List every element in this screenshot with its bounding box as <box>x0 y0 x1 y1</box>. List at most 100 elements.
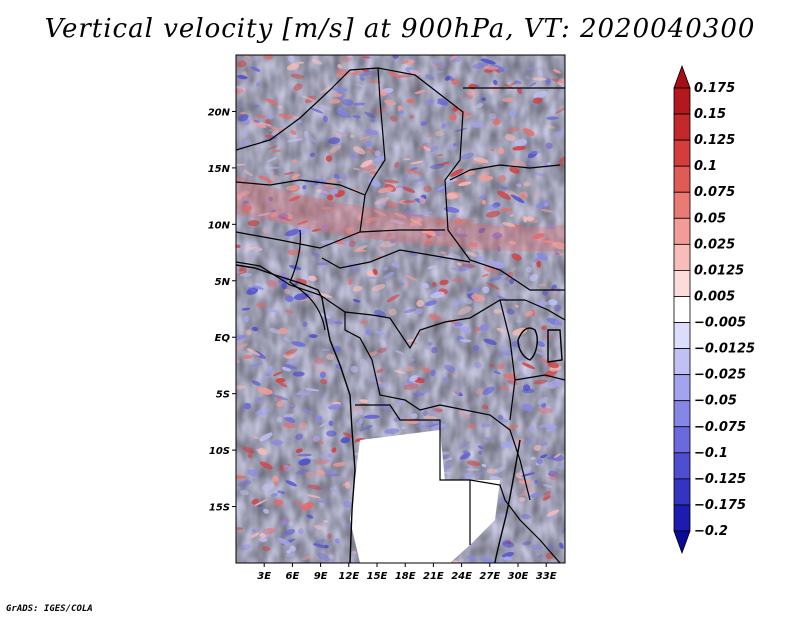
field-speckle <box>285 416 296 424</box>
field-speckle <box>453 179 467 184</box>
field-speckle <box>423 146 432 152</box>
field-speckle <box>404 274 418 281</box>
field-speckle <box>493 79 498 86</box>
field-speckle <box>360 159 373 168</box>
field-speckle <box>268 127 284 132</box>
field-speckle <box>478 450 483 455</box>
lon-tick-label: 12E <box>338 571 359 582</box>
field-speckle <box>358 408 364 416</box>
field-speckle <box>271 130 280 136</box>
field-speckle <box>276 401 285 407</box>
field-speckle <box>454 233 469 238</box>
colorbar-label: 0.175 <box>694 81 735 96</box>
field-speckle <box>524 76 531 80</box>
field-speckle <box>236 60 247 68</box>
field-speckle <box>446 319 458 324</box>
field-speckle <box>270 211 278 218</box>
field-speckle <box>512 267 517 271</box>
field-speckle <box>545 142 553 149</box>
colorbar-label: 0.125 <box>694 133 735 148</box>
field-speckle <box>238 267 247 275</box>
field-speckle <box>242 354 253 360</box>
field-speckle <box>370 118 376 123</box>
plot-title: Vertical velocity [m/s] at 900hPa, VT: 2… <box>44 14 756 44</box>
field-speckle <box>527 101 538 106</box>
field-speckle <box>351 550 357 555</box>
field-speckle <box>273 175 279 181</box>
field-speckle <box>536 252 548 261</box>
field-speckle <box>420 121 428 127</box>
field-speckle <box>251 326 259 332</box>
field-speckle <box>408 214 425 217</box>
field-speckle <box>257 387 273 395</box>
field-speckle <box>435 130 444 137</box>
field-speckle <box>555 106 565 114</box>
field-speckle <box>450 299 465 307</box>
field-speckle <box>422 142 429 146</box>
colorbar-swatch <box>673 243 691 271</box>
colorbar-swatch <box>673 87 691 115</box>
colorbar-swatch <box>673 191 691 219</box>
field-speckle <box>257 504 264 508</box>
field-speckle <box>282 464 293 469</box>
field-speckle <box>239 544 251 551</box>
field-speckle <box>288 55 295 62</box>
field-speckle <box>443 377 449 383</box>
field-speckle <box>254 499 268 506</box>
field-speckle <box>459 441 471 449</box>
field-speckle <box>512 145 527 151</box>
field-speckle <box>365 140 372 148</box>
field-speckle <box>424 300 437 307</box>
field-speckle <box>412 392 425 396</box>
field-speckle <box>465 89 477 96</box>
field-speckle <box>515 472 525 479</box>
field-speckle <box>525 439 532 445</box>
field-speckle <box>366 270 375 277</box>
field-speckle <box>481 273 489 278</box>
field-speckle <box>236 271 245 274</box>
field-speckle <box>533 444 542 451</box>
field-speckle <box>485 259 493 265</box>
field-speckle <box>267 365 273 372</box>
field-speckle <box>538 407 553 414</box>
field-speckle <box>241 130 249 137</box>
field-speckle <box>321 264 326 269</box>
field-speckle <box>540 442 549 446</box>
field-speckle <box>456 262 463 266</box>
field-speckle <box>316 469 325 476</box>
field-speckle <box>278 327 288 334</box>
field-speckle <box>500 208 513 212</box>
field-speckle <box>359 399 369 404</box>
field-speckle <box>430 369 436 377</box>
field-speckle <box>334 320 344 325</box>
field-speckle <box>436 184 451 191</box>
field-speckle <box>315 458 331 465</box>
field-speckle <box>472 160 487 166</box>
field-speckle <box>301 408 316 415</box>
field-speckle <box>471 294 485 302</box>
field-speckle <box>559 155 565 163</box>
field-speckle <box>283 529 296 536</box>
field-speckle <box>425 74 435 81</box>
field-speckle <box>337 64 343 69</box>
field-speckle <box>449 168 464 177</box>
field-speckle <box>514 80 522 85</box>
field-speckle <box>237 195 242 200</box>
field-speckle <box>321 348 331 352</box>
field-speckle <box>532 97 543 104</box>
field-speckle <box>507 424 519 430</box>
colorbar-swatch <box>673 426 691 454</box>
field-speckle <box>458 263 473 272</box>
field-speckle <box>533 379 548 385</box>
field-speckle <box>297 220 309 225</box>
field-speckle <box>377 347 388 353</box>
field-speckle <box>237 114 249 122</box>
field-speckle <box>488 276 502 282</box>
field-speckle <box>294 501 303 506</box>
field-speckle <box>547 380 563 387</box>
field-speckle <box>348 240 356 247</box>
field-speckle <box>358 135 371 141</box>
field-speckle <box>403 158 411 161</box>
field-speckle <box>522 388 535 394</box>
field-speckle <box>358 418 364 424</box>
